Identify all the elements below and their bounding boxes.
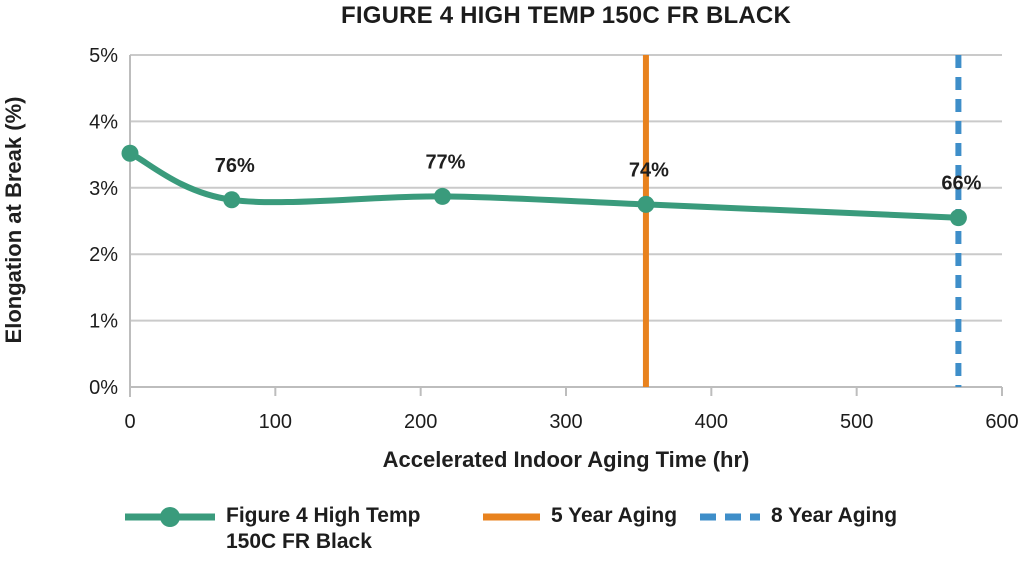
x-tick-label: 600 [985, 411, 1018, 433]
data-point-marker [433, 187, 451, 205]
series-line [127, 150, 962, 221]
data-point-label: 74% [629, 159, 669, 181]
data-point-label: 77% [425, 151, 465, 173]
x-tick-label: 100 [259, 411, 292, 433]
legend-label: Figure 4 High Temp 150C FR Black [226, 504, 421, 553]
legend-item-8-year-aging: 8 Year Aging [700, 503, 897, 529]
x-axis-title: Accelerated Indoor Aging Time (hr) [382, 447, 750, 472]
legend-label: 5 Year Aging [551, 504, 678, 527]
y-tick-label: 2% [89, 244, 118, 266]
x-tick-label: 0 [124, 411, 135, 433]
y-tick-label: 4% [89, 111, 118, 133]
chart-legend: Figure 4 High Temp 150C FR Black 5 Year A… [0, 503, 1024, 565]
x-tick-label: 500 [840, 411, 873, 433]
y-tick-label: 5% [89, 45, 118, 67]
legend-label: 8 Year Aging [771, 504, 898, 527]
data-point-marker [223, 191, 241, 209]
dashed-line-swatch-icon [700, 513, 760, 521]
legend-item-figure-4-high-temp-150c-fr-black: Figure 4 High Temp 150C FR Black [125, 503, 441, 555]
chart-title: FIGURE 4 HIGH TEMP 150C FR BLACK [340, 2, 791, 29]
data-point-marker [121, 144, 139, 162]
data-point-marker [949, 209, 967, 227]
y-tick-label: 3% [89, 178, 118, 200]
legend-item-5-year-aging: 5 Year Aging [483, 503, 677, 529]
x-tick-label: 200 [404, 411, 437, 433]
x-tick-label: 300 [549, 411, 582, 433]
x-tick-label: 400 [695, 411, 728, 433]
y-tick-label: 1% [89, 311, 118, 333]
chart-plot-area: 76% 77% 74% 66% 0% 1% 2% 3% 4% 5% 0 100 200 300 400 500… [89, 45, 1019, 433]
solid-line-swatch-icon [483, 513, 540, 521]
line-marker-swatch-icon [125, 507, 215, 527]
y-tick-label: 0% [89, 377, 118, 399]
data-point-label: 76% [215, 155, 255, 177]
data-point-label: 66% [941, 173, 981, 195]
data-point-marker [637, 195, 655, 213]
